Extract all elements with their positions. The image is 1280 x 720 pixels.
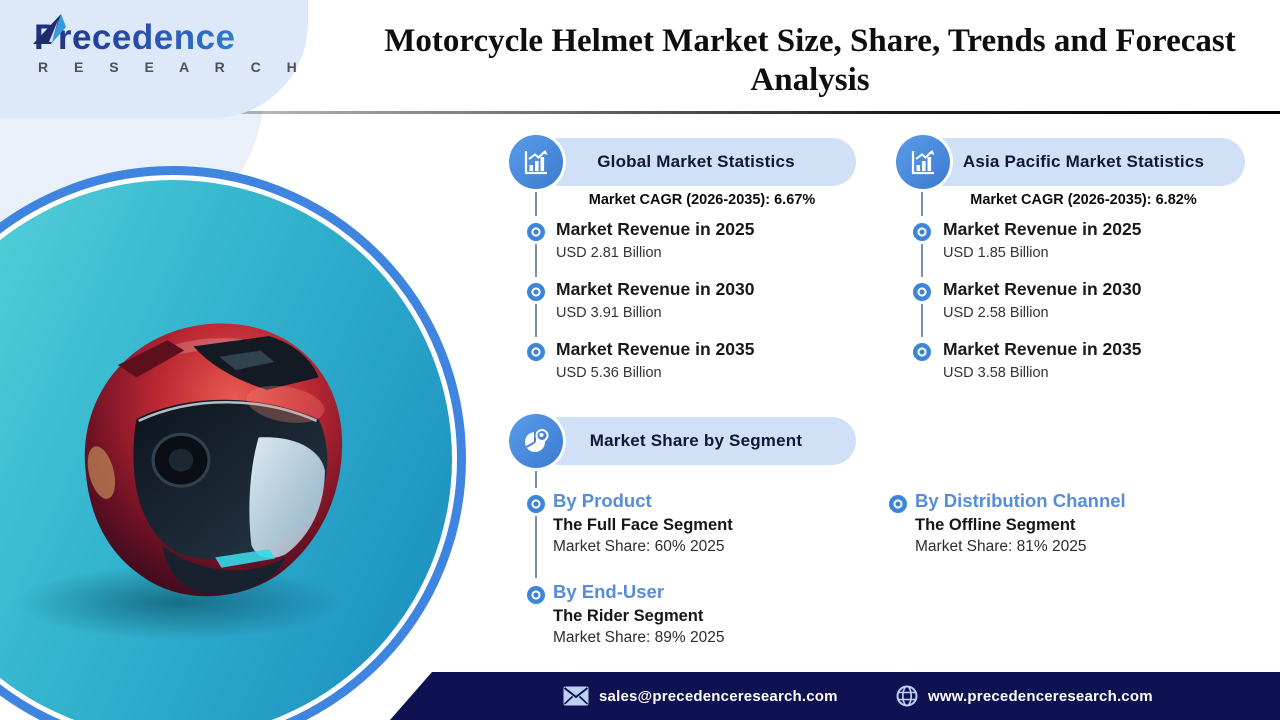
segment-name: The Full Face Segment	[553, 516, 733, 534]
bullet-marker	[527, 283, 545, 301]
stat-value: USD 3.58 Billion	[943, 365, 1049, 381]
global-stats-header: Global Market Statistics	[536, 138, 856, 186]
stat-value: USD 2.81 Billion	[556, 245, 662, 261]
bullet-marker	[889, 495, 907, 513]
footer-website[interactable]: www.precedenceresearch.com	[896, 672, 1153, 720]
footer-website-text: www.precedenceresearch.com	[928, 687, 1153, 705]
stat-value: USD 2.58 Billion	[943, 305, 1049, 321]
connector-line	[535, 244, 537, 277]
pie-chart-icon	[525, 429, 549, 452]
segment-heading: By End-User	[553, 581, 665, 602]
bullet-marker	[527, 223, 545, 241]
global-stats-icon-circle	[509, 135, 563, 189]
segment-share: Market Share: 81% 2025	[915, 538, 1087, 555]
page-title: Motorcycle Helmet Market Size, Share, Tr…	[384, 23, 1236, 98]
segment-share: Market Share: 89% 2025	[553, 629, 725, 646]
segment-header: Market Share by Segment	[536, 417, 856, 465]
segment-name: The Rider Segment	[553, 607, 704, 625]
global-stats-title: Global Market Statistics	[597, 152, 795, 171]
footer-email-text: sales@precedenceresearch.com	[599, 687, 838, 705]
stat-label: Market Revenue in 2035	[556, 339, 755, 359]
asia-stats-header: Asia Pacific Market Statistics	[922, 138, 1245, 186]
connector-line	[921, 192, 923, 216]
connector-line	[535, 516, 537, 578]
company-logo: Precedence R E S E A R C H	[33, 14, 308, 75]
global-cagr: Market CAGR (2026-2035): 6.67%	[588, 192, 816, 208]
stat-label: Market Revenue in 2025	[556, 219, 755, 239]
stat-label: Market Revenue in 2025	[943, 219, 1142, 239]
bullet-marker	[527, 343, 545, 361]
bullet-marker	[527, 495, 545, 513]
stat-value: USD 3.91 Billion	[556, 305, 662, 321]
segment-heading: By Distribution Channel	[915, 490, 1126, 511]
helmet-image-frame	[0, 166, 466, 720]
asia-cagr: Market CAGR (2026-2035): 6.82%	[970, 192, 1197, 208]
segment-heading: By Product	[553, 490, 652, 511]
bullet-marker	[913, 223, 931, 241]
footer-email[interactable]: sales@precedenceresearch.com	[563, 672, 838, 720]
connector-line	[535, 470, 537, 488]
bullet-marker	[913, 283, 931, 301]
connector-line	[921, 304, 923, 337]
segment-share: Market Share: 60% 2025	[553, 538, 725, 555]
bar-chart-icon	[524, 150, 548, 175]
connector-line	[921, 244, 923, 277]
logo-band	[0, 0, 308, 118]
brand-subtitle: R E S E A R C H	[38, 59, 308, 75]
asia-stats-icon-circle	[896, 135, 950, 189]
stat-label: Market Revenue in 2035	[943, 339, 1142, 359]
bar-chart-icon	[911, 150, 935, 175]
motorcycle-helmet-image	[84, 323, 343, 597]
paper-plane-icon	[33, 14, 66, 44]
helmet-image-background	[0, 180, 452, 720]
stat-label: Market Revenue in 2030	[556, 279, 755, 299]
globe-icon	[896, 685, 918, 707]
segment-icon-circle	[509, 414, 563, 468]
mail-icon	[563, 686, 589, 706]
segment-name: The Offline Segment	[915, 516, 1076, 534]
bullet-marker	[913, 343, 931, 361]
footer-bar	[390, 672, 1280, 720]
stat-value: USD 5.36 Billion	[556, 365, 662, 381]
stat-label: Market Revenue in 2030	[943, 279, 1142, 299]
connector-line	[535, 304, 537, 337]
stat-value: USD 1.85 Billion	[943, 245, 1049, 261]
segment-title: Market Share by Segment	[589, 431, 803, 450]
asia-stats-title: Asia Pacific Market Statistics	[962, 152, 1205, 171]
brand-name: Precedence	[34, 18, 308, 58]
bullet-marker	[527, 586, 545, 604]
header-divider	[0, 111, 1280, 114]
connector-line	[535, 192, 537, 216]
